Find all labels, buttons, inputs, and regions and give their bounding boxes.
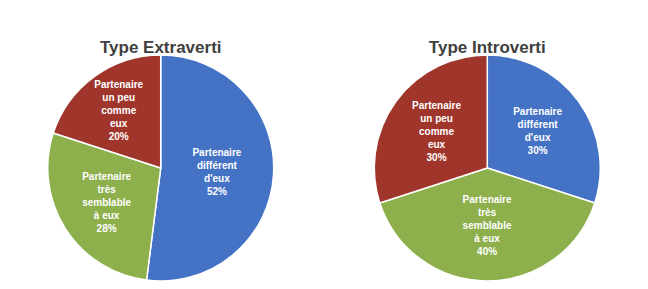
- svg-text:Partenairedifférentd'eux52%: Partenairedifférentd'eux52%: [192, 147, 241, 197]
- svg-text:Partenairedifférentd'eux30%: Partenairedifférentd'eux30%: [513, 106, 562, 156]
- svg-text:Type Introverti: Type Introverti: [429, 38, 546, 57]
- svg-text:Partenairetrèssemblableà eux28: Partenairetrèssemblableà eux28%: [82, 171, 131, 234]
- svg-text:Type Extraverti: Type Extraverti: [100, 38, 222, 57]
- svg-text:Partenairetrèssemblableà eux40: Partenairetrèssemblableà eux40%: [463, 194, 512, 257]
- svg-text:Partenaireun peucommeeux30%: Partenaireun peucommeeux30%: [412, 100, 461, 163]
- svg-text:Partenaireun peucommeeux20%: Partenaireun peucommeeux20%: [94, 79, 143, 142]
